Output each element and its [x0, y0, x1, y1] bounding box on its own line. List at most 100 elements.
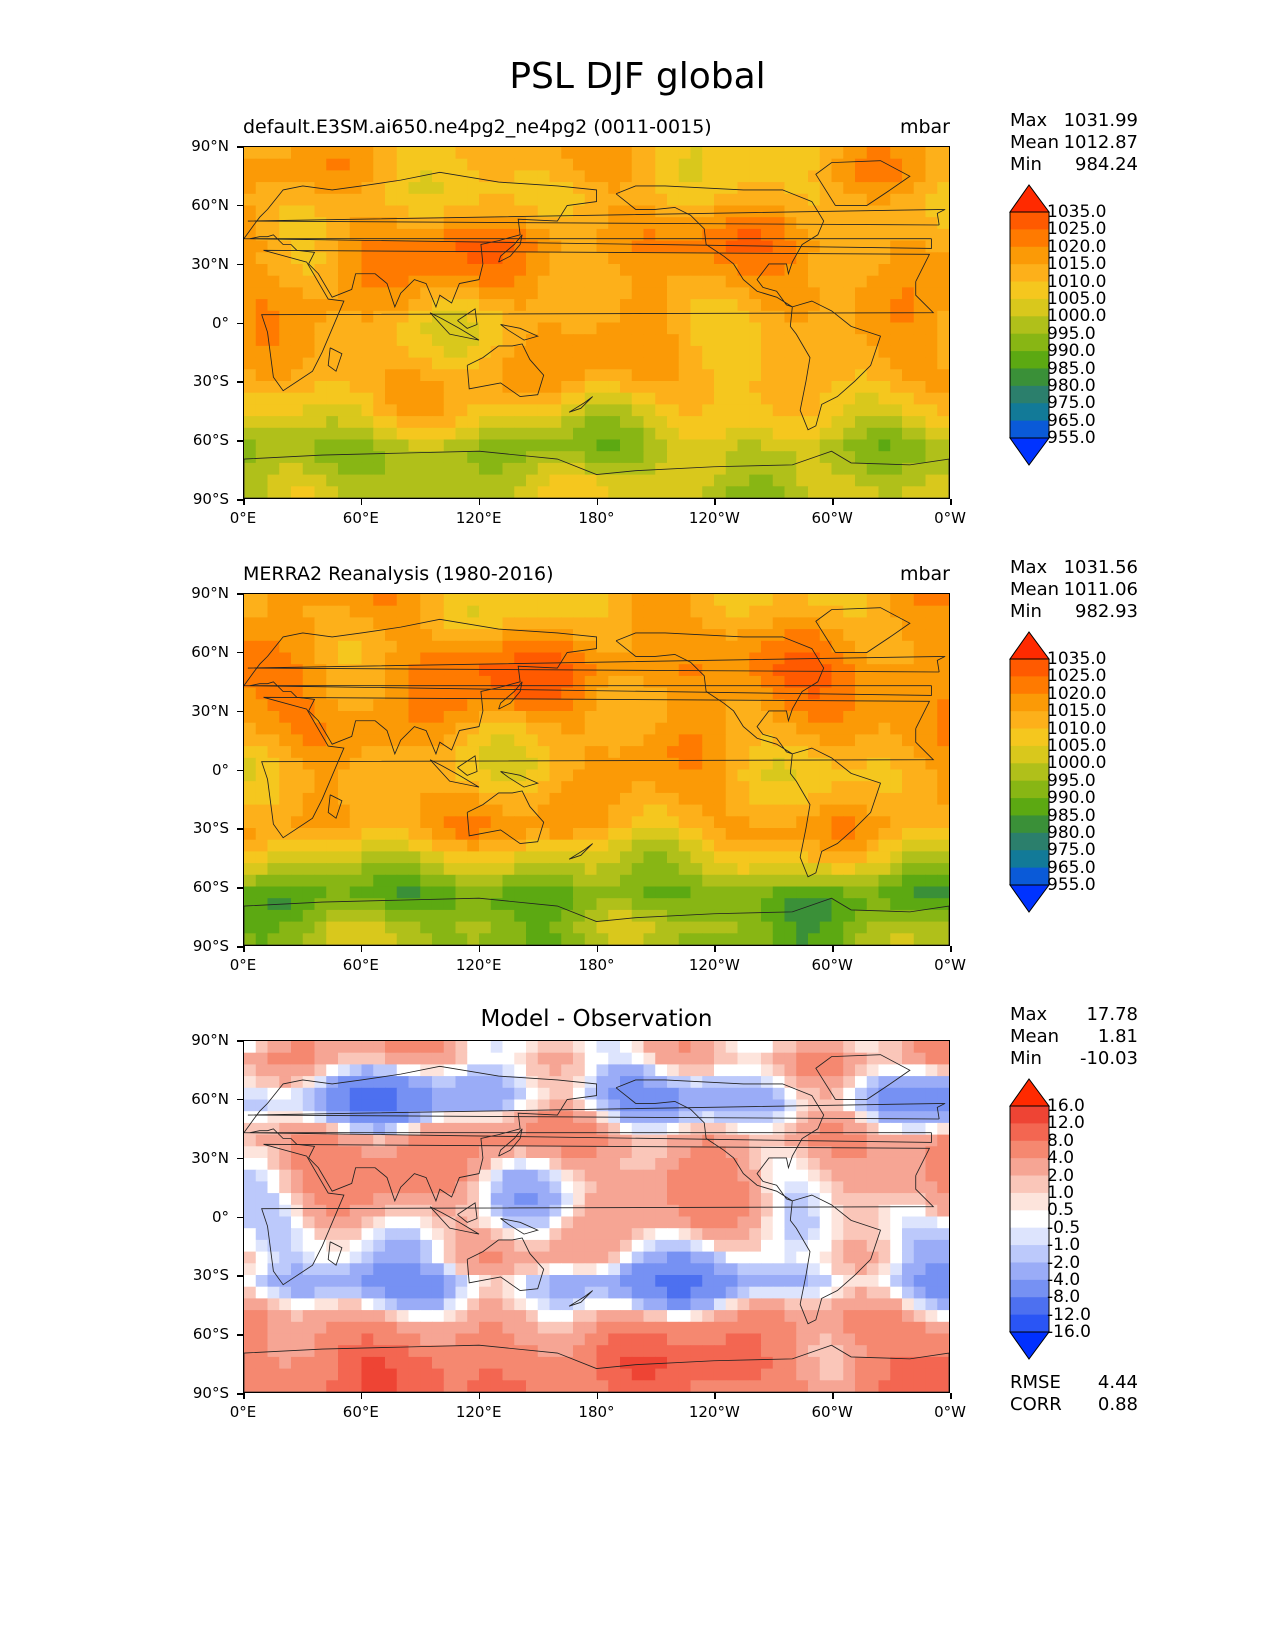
y-tick-mark	[237, 204, 243, 207]
panel-units: mbar	[899, 116, 950, 138]
y-tick-mark	[237, 1216, 243, 1218]
panel-title: MERRA2 Reanalysis (1980-2016)	[243, 563, 554, 585]
stat-label: Mean	[1010, 1026, 1060, 1047]
x-tick-label: 60°W	[811, 1403, 853, 1421]
colorbar-svg	[1009, 184, 1050, 466]
colorbar-tick-label: -0.5	[1047, 1217, 1081, 1238]
y-tick-mark	[237, 1098, 243, 1101]
colorbar-tick-label: 1005.0	[1047, 735, 1107, 756]
x-tick-mark	[478, 946, 481, 952]
x-tick-label: 60°E	[342, 509, 379, 527]
x-tick-label: 120°E	[455, 509, 502, 527]
panel-stats: Max 17.78 Mean 1.81 Min -10.03	[1010, 1004, 1138, 1070]
stat-row: Min 982.93	[1010, 601, 1138, 623]
stat-label: Max	[1010, 1004, 1048, 1025]
x-tick-mark	[714, 1393, 716, 1399]
x-tick-label: 120°W	[688, 956, 740, 974]
y-tick-label: 30°S	[192, 819, 229, 838]
colorbar-tick-label: 955.0	[1047, 875, 1096, 895]
stat-value: 982.93	[1075, 601, 1138, 622]
stat-label: Max	[1010, 557, 1048, 578]
stat-row: Mean 1012.87	[1010, 132, 1138, 154]
x-tick-label: 180°	[578, 509, 615, 527]
stat-row: CORR 0.88	[1010, 1394, 1138, 1416]
x-tick-label: 120°E	[455, 1403, 502, 1421]
x-tick-label: 0°W	[934, 1403, 966, 1421]
y-tick-mark	[237, 887, 243, 889]
colorbar-tick-label: 1025.0	[1047, 219, 1107, 240]
colorbar-tick-label: -1.0	[1047, 1235, 1081, 1256]
y-tick-mark	[237, 1334, 243, 1336]
x-tick-mark	[360, 499, 363, 505]
error-stats: RMSE 4.44 CORR 0.88	[1010, 1372, 1138, 1416]
stat-value: 17.78	[1086, 1004, 1138, 1025]
colorbar-tick-label: 1005.0	[1047, 288, 1107, 309]
colorbar-tick-label: 1000.0	[1047, 753, 1107, 774]
stat-label: Max	[1010, 110, 1048, 131]
y-tick-label: 30°N	[191, 254, 229, 273]
y-tick-mark	[237, 651, 243, 654]
x-tick-label: 60°E	[342, 1403, 379, 1421]
y-tick-label: 60°S	[192, 431, 229, 450]
y-tick-label: 30°N	[191, 701, 229, 720]
x-tick-label: 0°E	[229, 1403, 257, 1421]
x-tick-mark	[360, 1393, 363, 1399]
colorbar-tick-label: 980.0	[1047, 822, 1096, 843]
colorbar-tick-label: 1015.0	[1047, 701, 1107, 722]
map-field	[244, 1041, 949, 1392]
y-tick-mark	[237, 1275, 243, 1277]
colorbar-tick-label: 985.0	[1047, 358, 1096, 379]
colorbar-tick-label: -8.0	[1047, 1287, 1081, 1308]
stat-row: Max 1031.99	[1010, 110, 1138, 132]
stat-value: 1011.06	[1063, 579, 1138, 600]
y-tick-label: 0°	[211, 760, 229, 779]
panel-title: default.E3SM.ai650.ne4pg2_ne4pg2 (0011-0…	[243, 116, 712, 138]
y-tick-label: 30°N	[191, 1148, 229, 1167]
stat-row: Mean 1.81	[1010, 1026, 1138, 1048]
y-tick-mark	[237, 710, 243, 713]
x-tick-mark	[596, 1393, 598, 1399]
y-tick-label: 0°	[211, 1207, 229, 1226]
stat-value: 984.24	[1075, 154, 1138, 175]
colorbar-tick-label: 990.0	[1047, 788, 1096, 809]
stat-row: Max 17.78	[1010, 1004, 1138, 1026]
x-tick-label: 0°W	[934, 509, 966, 527]
x-tick-label: 0°E	[229, 956, 257, 974]
map-panel-3	[243, 1040, 950, 1393]
x-tick-mark	[950, 946, 952, 952]
stat-row: Min 984.24	[1010, 154, 1138, 176]
coastlines	[244, 1054, 949, 1392]
colorbar-tick-label: 1010.0	[1047, 718, 1107, 739]
colorbar-tick-label: 985.0	[1047, 805, 1096, 826]
map-panel-2	[243, 593, 950, 946]
x-tick-label: 180°	[578, 956, 615, 974]
field-cells	[244, 1041, 949, 1392]
colorbar-tick-label: 975.0	[1047, 393, 1096, 414]
panel-title: Model - Observation	[480, 1006, 713, 1032]
stat-value: 1012.87	[1063, 132, 1138, 153]
colorbar-tick-label: 12.0	[1047, 1113, 1085, 1134]
x-tick-mark	[832, 499, 834, 505]
map-field	[244, 147, 949, 498]
x-tick-mark	[360, 946, 363, 952]
y-tick-mark	[237, 440, 243, 442]
stat-label: Mean	[1010, 132, 1060, 153]
y-tick-mark	[237, 946, 243, 948]
colorbar-tick-label: 995.0	[1047, 770, 1096, 791]
x-tick-mark	[596, 499, 598, 505]
panel-units: mbar	[899, 563, 950, 585]
y-tick-label: 90°N	[191, 584, 229, 602]
colorbar-tick-label: -4.0	[1047, 1269, 1081, 1290]
x-tick-mark	[243, 946, 245, 952]
x-tick-mark	[832, 946, 834, 952]
x-tick-mark	[950, 1393, 952, 1399]
colorbar-tick-label: 1010.0	[1047, 271, 1107, 292]
colorbar-tick-label: -2.0	[1047, 1252, 1081, 1273]
stat-value: 0.88	[1097, 1394, 1138, 1415]
colorbar-tick-label: 980.0	[1047, 375, 1096, 396]
y-tick-label: 30°S	[192, 1266, 229, 1285]
y-tick-label: 60°S	[192, 878, 229, 897]
map-field	[244, 594, 949, 945]
coastlines	[244, 607, 949, 945]
colorbar-tick-label: 4.0	[1047, 1148, 1075, 1169]
